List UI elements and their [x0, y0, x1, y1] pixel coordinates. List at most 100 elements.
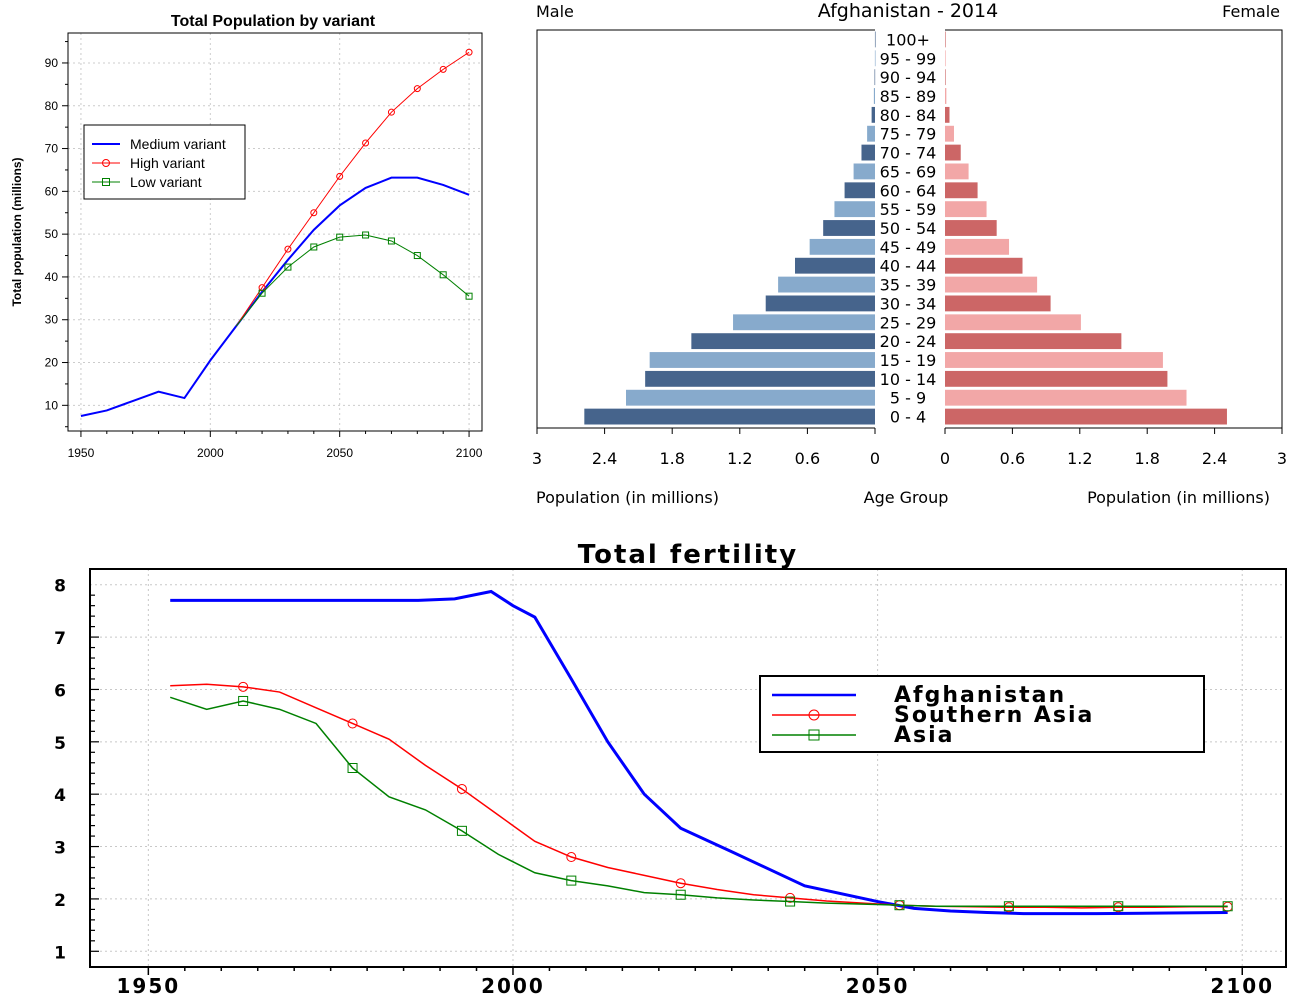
- series-line: [170, 589, 1228, 916]
- male-bar: [809, 238, 875, 255]
- plot-frame: [67, 32, 483, 432]
- y-tick-label: 70: [45, 142, 59, 156]
- age-group-label: 60 - 64: [880, 181, 937, 200]
- male-x-tick-label: 1.8: [659, 449, 684, 468]
- legend-label: Asia: [894, 723, 955, 748]
- male-bar: [823, 220, 875, 236]
- data-point: [465, 292, 473, 300]
- female-bar: [945, 106, 950, 123]
- data-point: [1222, 901, 1233, 912]
- age-group-label: 95 - 99: [880, 49, 937, 68]
- y-tick-label: 50: [45, 227, 59, 241]
- data-point: [336, 233, 344, 241]
- female-bar: [945, 50, 946, 67]
- legend-marker: [102, 178, 110, 186]
- male-bar: [874, 69, 876, 86]
- data-point: [566, 875, 577, 886]
- male-bar: [873, 88, 875, 104]
- female-bar: [945, 144, 961, 161]
- series-line: [235, 234, 470, 327]
- female-x-tick-label: 1.2: [1067, 449, 1092, 468]
- series-line: [170, 683, 1228, 909]
- male-x-tick-label: 3: [532, 449, 542, 468]
- chart-title: Afghanistan - 2014: [818, 0, 998, 22]
- female-bar: [945, 257, 1023, 274]
- female-bar: [945, 314, 1081, 331]
- data-point: [336, 172, 344, 180]
- y-tick-label: 10: [45, 398, 59, 412]
- male-bar: [874, 50, 876, 67]
- total-fertility-chart: 1950 2000 2050 2100 1 2 3 4 5 6 7 8 Total fertility A…: [54, 540, 1287, 998]
- data-point: [387, 237, 395, 245]
- y-tick-label: 2: [54, 891, 66, 911]
- y-tick-label: 90: [45, 56, 59, 70]
- x-tick-label: 2000: [481, 974, 545, 998]
- male-bar: [795, 257, 875, 274]
- series-line: [169, 696, 1228, 908]
- age-group-label: 5 - 9: [890, 389, 926, 408]
- x-tick-label: 1950: [117, 974, 181, 998]
- data-point: [413, 252, 421, 260]
- data-point: [362, 231, 370, 239]
- female-x-axis-label: Population (in millions): [1087, 488, 1270, 507]
- age-group-label: 75 - 79: [880, 125, 937, 144]
- y-tick-label: 20: [45, 356, 59, 370]
- data-point: [894, 900, 905, 911]
- male-bar: [649, 352, 875, 368]
- data-point: [1003, 901, 1014, 912]
- data-point: [238, 681, 249, 692]
- female-bar: [945, 163, 969, 180]
- female-panel-frame: [945, 29, 1283, 429]
- male-bar: [834, 201, 875, 218]
- legend-marker: [808, 709, 820, 721]
- male-bar: [867, 125, 875, 142]
- male-bar: [584, 408, 875, 425]
- x-tick-label: 2000: [197, 446, 224, 460]
- male-bar: [626, 389, 875, 406]
- x-tick-label: 1950: [68, 446, 95, 460]
- y-tick-label: 5: [54, 734, 66, 754]
- age-group-label: 0 - 4: [890, 408, 926, 427]
- age-group-label: 20 - 24: [880, 332, 937, 351]
- age-group-label: 80 - 84: [880, 106, 937, 125]
- age-group-label: 30 - 34: [880, 294, 937, 313]
- age-group-label: 70 - 74: [880, 144, 937, 163]
- data-point: [1113, 901, 1124, 912]
- y-tick-label: 4: [54, 786, 66, 806]
- age-group-label: 10 - 14: [880, 370, 937, 389]
- male-bar: [691, 333, 875, 350]
- female-x-tick-label: 1.8: [1134, 449, 1159, 468]
- male-bar: [853, 163, 875, 180]
- data-point: [413, 85, 421, 93]
- male-x-tick-label: 1.2: [727, 449, 752, 468]
- age-group-label: 85 - 89: [880, 87, 937, 106]
- age-group-label: 100+: [886, 30, 930, 49]
- chart-title: Total fertility: [578, 540, 798, 570]
- data-point: [284, 263, 292, 271]
- male-x-tick-label: 0: [870, 449, 880, 468]
- male-x-tick-label: 2.4: [592, 449, 617, 468]
- data-point: [347, 718, 358, 729]
- data-point: [566, 852, 577, 863]
- female-bar: [945, 276, 1038, 293]
- age-group-label: 25 - 29: [880, 313, 937, 332]
- data-point: [675, 889, 686, 900]
- data-point: [456, 783, 467, 794]
- data-point: [310, 209, 318, 217]
- female-x-tick-label: 0: [940, 449, 950, 468]
- y-tick-label: 80: [45, 99, 59, 113]
- population-variant-chart: 1950 2000 2050 2100 10 20 30 40 50 60 70 80 90 Total …: [10, 13, 483, 460]
- female-bar: [945, 352, 1163, 368]
- age-group-label: 15 - 19: [880, 351, 937, 370]
- data-point: [238, 695, 249, 706]
- male-bar: [871, 106, 875, 123]
- y-tick-label: 30: [45, 313, 59, 327]
- data-point: [465, 48, 473, 56]
- data-point: [675, 878, 686, 889]
- male-label: Male: [536, 2, 574, 21]
- data-point: [310, 243, 318, 251]
- data-point: [362, 139, 370, 147]
- age-group-label: 65 - 69: [880, 162, 937, 181]
